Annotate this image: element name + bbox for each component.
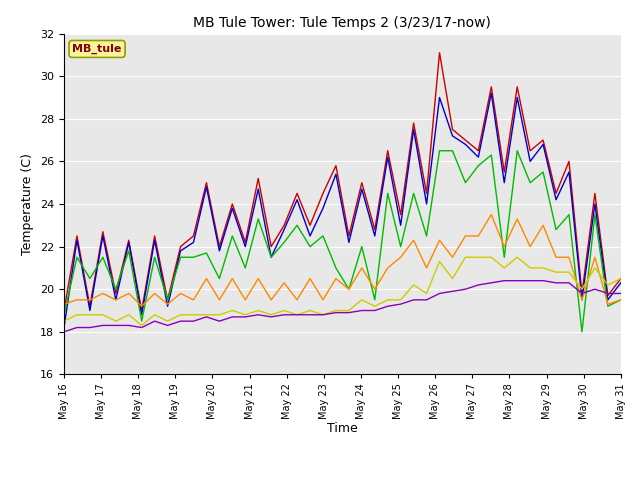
- Title: MB Tule Tower: Tule Temps 2 (3/23/17-now): MB Tule Tower: Tule Temps 2 (3/23/17-now…: [193, 16, 492, 30]
- Text: MB_tule: MB_tule: [72, 44, 122, 54]
- X-axis label: Time: Time: [327, 422, 358, 435]
- Y-axis label: Temperature (C): Temperature (C): [22, 153, 35, 255]
